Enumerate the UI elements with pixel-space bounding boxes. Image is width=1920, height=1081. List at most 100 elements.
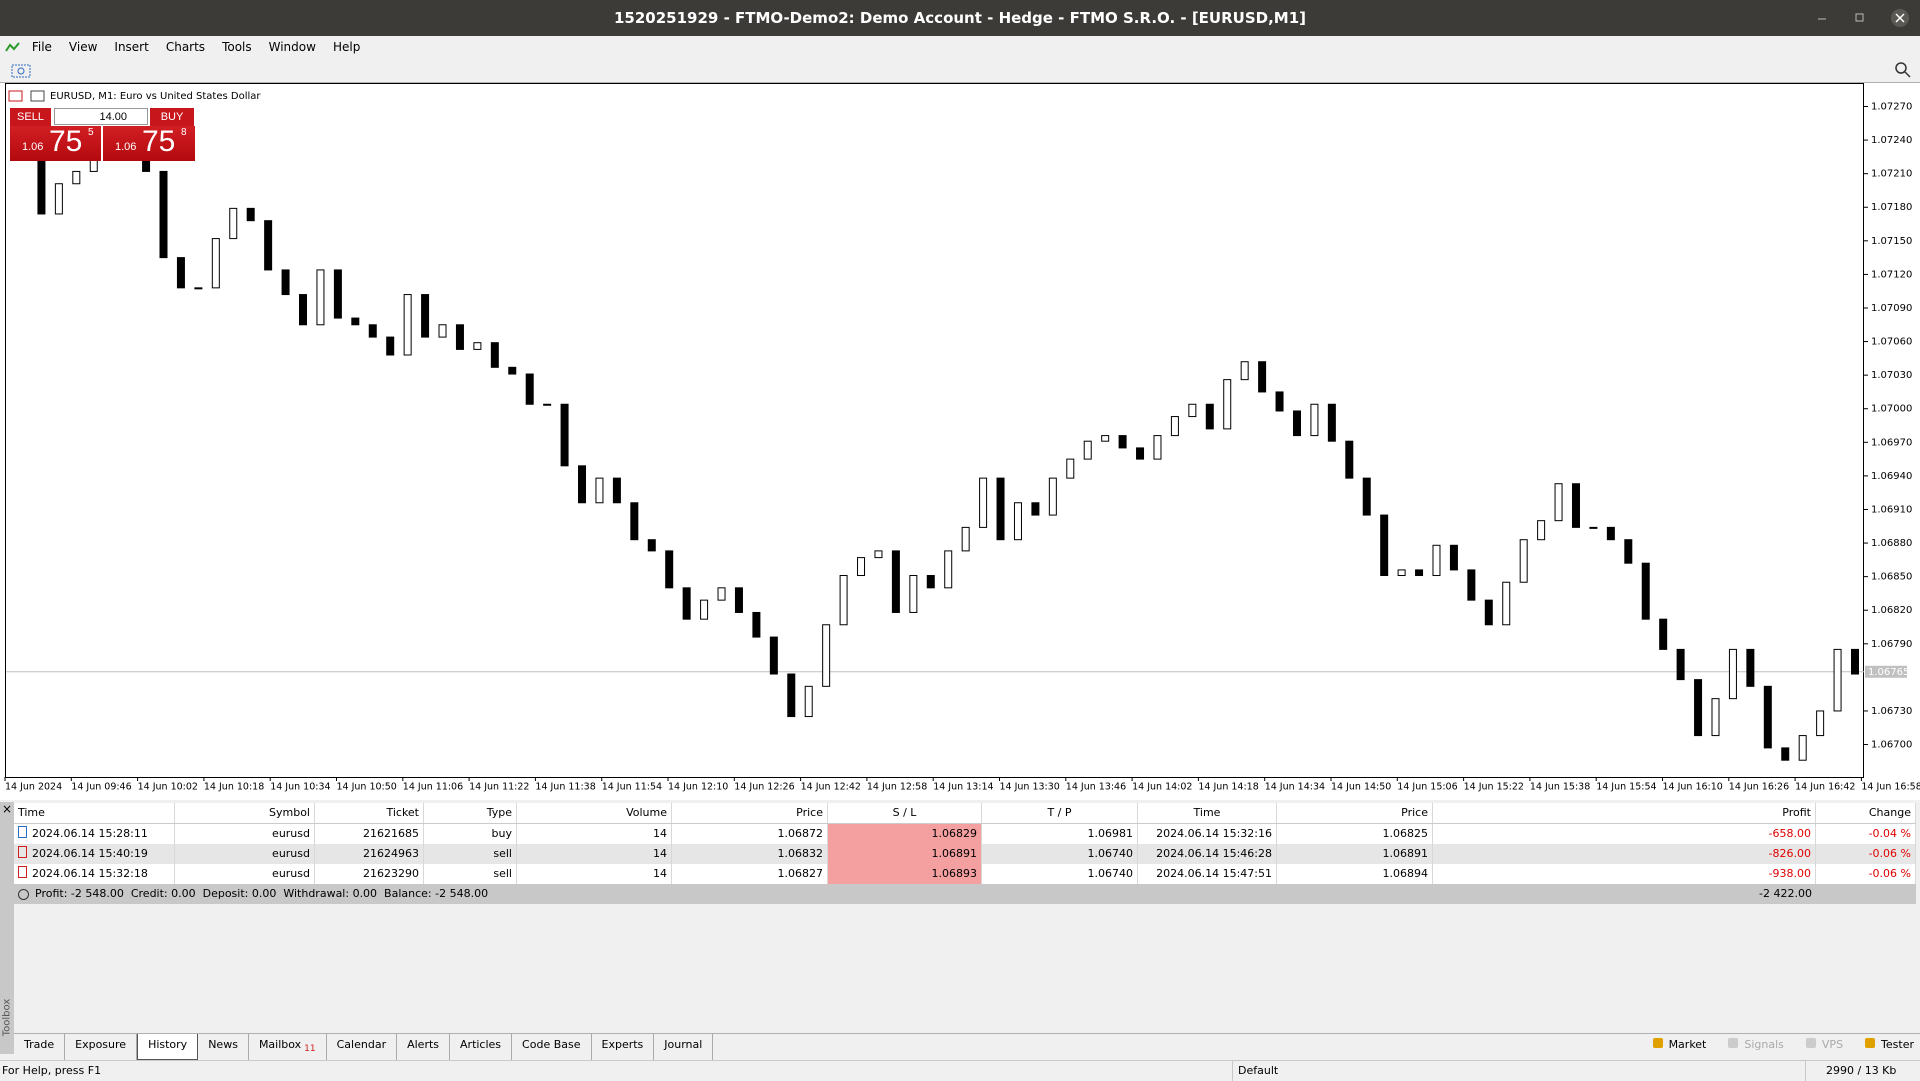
chart-icon (30, 90, 45, 102)
tab[interactable]: Articles (450, 1034, 513, 1061)
x-tick-label: 14 Jun 10:18 (204, 782, 264, 793)
tab-label: News (208, 1038, 238, 1051)
y-tick-label: 1.07150 (1871, 236, 1912, 247)
cell-text: 1.06740 (1087, 867, 1134, 880)
y-tick-label: 1.06850 (1871, 572, 1912, 583)
candle-body (525, 373, 534, 405)
y-tick-label: 1.07240 (1871, 135, 1912, 146)
table-cell: 1.06872 (672, 824, 828, 844)
candle-body (717, 587, 726, 601)
close-toolbox[interactable]: × (1, 802, 13, 816)
column-header[interactable]: T / P (982, 803, 1138, 823)
tab[interactable]: Calendar (327, 1034, 398, 1061)
tab[interactable]: Exposure (65, 1034, 138, 1061)
candle-body (1380, 514, 1389, 577)
screenshot-button[interactable] (10, 61, 34, 79)
column-header[interactable]: Time (1138, 803, 1277, 823)
column-header[interactable]: Time (14, 803, 175, 823)
candle-body (229, 207, 238, 240)
menu-item[interactable]: File (31, 40, 52, 54)
y-tick-label: 1.07030 (1871, 370, 1912, 381)
cell-text: 1.06832 (777, 847, 824, 860)
tab[interactable]: News (198, 1034, 249, 1061)
tab[interactable]: History (137, 1034, 199, 1061)
column-header[interactable]: S / L (828, 803, 982, 823)
panel-button[interactable]: Market (1652, 1034, 1706, 1056)
candle-body (1711, 698, 1720, 737)
sell-button[interactable]: SELL (10, 108, 51, 126)
sell-price[interactable]: 1.06 75 5 (10, 125, 101, 161)
column-header[interactable]: Change (1816, 803, 1916, 823)
menu-item[interactable]: Insert (114, 40, 149, 54)
panel-button[interactable]: VPS (1805, 1034, 1844, 1056)
y-tick-label: 1.07120 (1871, 269, 1912, 280)
column-header[interactable]: Price (672, 803, 828, 823)
table-row[interactable]: 2024.06.14 15:28:11 eurusd 21621685 buy 14 1.… (14, 824, 1916, 844)
menu-item[interactable]: Help (332, 40, 361, 54)
price-prefix: 1.06 (115, 141, 137, 153)
cell-text: -658.00 (1768, 827, 1811, 840)
y-tick-label: 1.06940 (1871, 471, 1912, 482)
menu-item[interactable]: Window (268, 40, 316, 54)
tab[interactable]: Journal (654, 1034, 714, 1061)
candle-body (1188, 403, 1197, 418)
tab[interactable]: Code Base (512, 1034, 592, 1061)
table-cell: -658.00 (1433, 824, 1816, 844)
candle-body (996, 477, 1005, 541)
collapse-icon[interactable] (18, 889, 29, 900)
x-tick-label: 14 Jun 15:22 (1464, 782, 1524, 793)
menu-item[interactable]: Charts (165, 40, 206, 54)
column-header[interactable]: Profit (1433, 803, 1816, 823)
price-chart: 1.07270 1.07240 1.07210 1.07180 1.07150 1.071… (0, 83, 1920, 800)
candle-body (1554, 483, 1563, 522)
menu-item[interactable]: Tools (222, 40, 252, 54)
chart-icon (8, 90, 23, 102)
x-tick-label: 14 Jun 14:18 (1198, 782, 1258, 793)
candle-body (665, 550, 674, 589)
panel-icon (1805, 1038, 1816, 1048)
column-header[interactable]: Ticket (315, 803, 424, 823)
maximize-button[interactable] (1855, 13, 1864, 22)
cell-text: 21623290 (363, 867, 419, 880)
tab[interactable]: Trade (14, 1034, 66, 1061)
candle-body (508, 366, 517, 375)
column-header[interactable]: Symbol (175, 803, 315, 823)
tab-label: Exposure (75, 1038, 127, 1051)
column-header[interactable]: Volume (517, 803, 672, 823)
window-title: 1520251929 - FTMO-Demo2: Demo Account - … (613, 9, 1307, 27)
tab[interactable]: Experts (592, 1034, 655, 1061)
cell-text: 14 (653, 827, 667, 840)
candle-body (1083, 440, 1092, 460)
x-tick-label: 14 Jun 11:38 (535, 782, 595, 793)
menu-item[interactable]: View (68, 40, 98, 54)
panel-button[interactable]: Tester (1865, 1034, 1914, 1056)
candle-body (455, 324, 464, 350)
table-cell: 1.06829 (828, 824, 982, 844)
cell-text: 1.06825 (1382, 827, 1429, 840)
cell-text: -938.00 (1768, 867, 1811, 880)
column-header[interactable]: Price (1277, 803, 1433, 823)
table-cell: 1.06740 (982, 864, 1138, 884)
candle-body (299, 294, 308, 326)
tab[interactable]: Mailbox 11 (249, 1034, 327, 1061)
table-row[interactable]: 2024.06.14 15:32:18 eurusd 21623290 sell 14 1… (14, 864, 1916, 884)
candle-body (1676, 648, 1685, 681)
panel-button[interactable]: Signals (1728, 1034, 1784, 1056)
candle-body (386, 336, 395, 356)
panel-label: VPS (1821, 1038, 1844, 1051)
volume-input[interactable]: 14.00 (54, 108, 148, 125)
x-tick-label: 14 Jun 14:50 (1331, 782, 1391, 793)
cell-text: sell (493, 867, 512, 880)
search-button[interactable] (1894, 61, 1912, 79)
panel-buttons: Market Signals VPS Tester (1631, 1034, 1914, 1056)
cell-text: eurusd (272, 827, 310, 840)
tab-label: Mailbox (258, 1038, 302, 1051)
table-row[interactable]: 2024.06.14 15:40:19 eurusd 21624963 sell 14 1… (14, 844, 1916, 864)
x-tick-label: 14 Jun 16:58 (1861, 782, 1920, 793)
buy-price[interactable]: 1.06 75 8 (103, 125, 195, 161)
column-header[interactable]: Type (424, 803, 517, 823)
buy-button[interactable]: BUY (150, 108, 194, 126)
tab[interactable]: Alerts (397, 1034, 451, 1061)
table-cell: 1.06891 (828, 844, 982, 864)
table-cell: eurusd (175, 824, 315, 844)
